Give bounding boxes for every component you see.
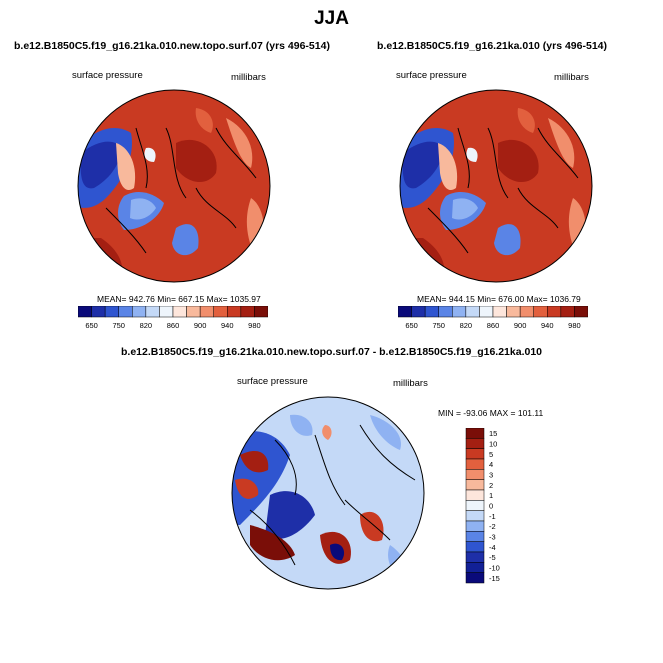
left-colorbar-label: 860: [167, 321, 180, 330]
left-colorbar-swatch: [159, 306, 174, 318]
difference-colorbar-swatch: [465, 458, 485, 470]
difference-colorbar-swatch: [465, 448, 485, 460]
difference-colorbar-label: 10: [489, 440, 497, 449]
left-panel-title: b.e12.B1850C5.f19_g16.21ka.010.new.topo.…: [14, 40, 330, 52]
difference-colorbar-label: -10: [489, 564, 500, 573]
right-colorbar-swatch: [547, 306, 562, 318]
left-colorbar-swatch: [104, 306, 119, 318]
left-colorbar-label: 750: [112, 321, 125, 330]
right-units-label: millibars: [554, 72, 589, 83]
difference-colorbar-label: -2: [489, 522, 496, 531]
difference-colorbar-label: -5: [489, 553, 496, 562]
left-colorbar-swatch: [186, 306, 201, 318]
difference-colorbar-swatch: [465, 531, 485, 542]
right-colorbar-swatch: [438, 306, 453, 318]
difference-colorbar-label: 3: [489, 471, 493, 480]
difference-colorbar-swatch: [465, 469, 485, 480]
difference-colorbar-label: -1: [489, 512, 496, 521]
left-colorbar-label: 650: [85, 321, 98, 330]
left-colorbar-label: 980: [248, 321, 261, 330]
right-colorbar-swatch: [411, 306, 426, 318]
right-stats: MEAN= 944.15 Min= 676.00 Max= 1036.79: [417, 294, 581, 304]
right-colorbar-swatch: [574, 306, 588, 318]
difference-colorbar-swatch: [465, 500, 485, 511]
difference-colorbar-swatch: [465, 510, 485, 522]
difference-colorbar-label: 2: [489, 481, 493, 490]
right-colorbar-label: 940: [541, 321, 554, 330]
left-colorbar-swatch: [172, 306, 187, 318]
right-colorbar-label: 750: [432, 321, 445, 330]
right-colorbar-label: 900: [514, 321, 527, 330]
difference-colorbar-swatch: [465, 572, 485, 584]
left-stats: MEAN= 942.76 Min= 667.15 Max= 1035.97: [97, 294, 261, 304]
difference-colorbar-swatch: [465, 562, 485, 573]
left-colorbar-swatch: [78, 306, 92, 318]
difference-colorbar-label: -3: [489, 533, 496, 542]
difference-colorbar-swatch: [465, 479, 485, 491]
left-units-label: millibars: [231, 72, 266, 83]
difference-units-label: millibars: [393, 378, 428, 389]
right-colorbar-label: 820: [460, 321, 473, 330]
left-colorbar-swatch: [91, 306, 106, 318]
right-colorbar-label: 860: [487, 321, 500, 330]
difference-stats: MIN = -93.06 MAX = 101.11: [438, 408, 544, 418]
right-colorbar-swatch: [465, 306, 480, 318]
left-colorbar-swatch: [240, 306, 255, 318]
difference-colorbar-label: 15: [489, 429, 497, 438]
left-variable-label: surface pressure: [72, 70, 143, 81]
difference-colorbar-swatch: [465, 438, 485, 449]
difference-panel-title: b.e12.B1850C5.f19_g16.21ka.010.new.topo.…: [120, 346, 543, 358]
left-colorbar-swatch: [118, 306, 133, 318]
left-colorbar-swatch: [145, 306, 160, 318]
left-colorbar-label: 820: [140, 321, 153, 330]
difference-colorbar-label: 4: [489, 460, 493, 469]
right-colorbar-swatch: [519, 306, 534, 318]
difference-colorbar-swatch: [465, 551, 485, 563]
right-colorbar-swatch: [506, 306, 521, 318]
right-colorbar-swatch: [560, 306, 575, 318]
right-colorbar-label: 980: [568, 321, 581, 330]
right-variable-label: surface pressure: [396, 70, 467, 81]
right-colorbar-swatch: [452, 306, 467, 318]
difference-colorbar-swatch: [465, 520, 485, 532]
difference-colorbar-label: 0: [489, 502, 493, 511]
left-colorbar-swatch: [213, 306, 228, 318]
difference-colorbar-label: 1: [489, 491, 493, 500]
right-colorbar-swatch: [424, 306, 439, 318]
right-colorbar-swatch: [398, 306, 412, 318]
left-colorbar-swatch: [254, 306, 268, 318]
difference-colorbar-label: 5: [489, 450, 493, 459]
difference-variable-label: surface pressure: [237, 376, 308, 387]
left-colorbar-swatch: [132, 306, 147, 318]
right-polar-map: [399, 89, 593, 283]
difference-colorbar-swatch: [465, 541, 485, 553]
left-colorbar-swatch: [199, 306, 214, 318]
right-colorbar-swatch: [533, 306, 548, 318]
difference-colorbar-swatch: [465, 489, 485, 501]
right-colorbar-swatch: [479, 306, 494, 318]
difference-colorbar-label: -4: [489, 543, 496, 552]
left-colorbar-label: 940: [221, 321, 234, 330]
left-colorbar-label: 900: [194, 321, 207, 330]
right-panel-title: b.e12.B1850C5.f19_g16.21ka.010 (yrs 496-…: [377, 40, 607, 52]
right-colorbar-label: 650: [405, 321, 418, 330]
left-colorbar-swatch: [227, 306, 242, 318]
figure-title: JJA: [314, 8, 349, 29]
right-colorbar-swatch: [492, 306, 507, 318]
difference-polar-map: [231, 396, 425, 590]
difference-colorbar-swatch: [465, 428, 485, 439]
left-polar-map: [77, 89, 271, 283]
left-colorbar: 6507508208609009409801020: [78, 306, 268, 330]
right-colorbar: 6507508208609009409801020: [398, 306, 588, 330]
difference-colorbar-label: -15: [489, 574, 500, 583]
